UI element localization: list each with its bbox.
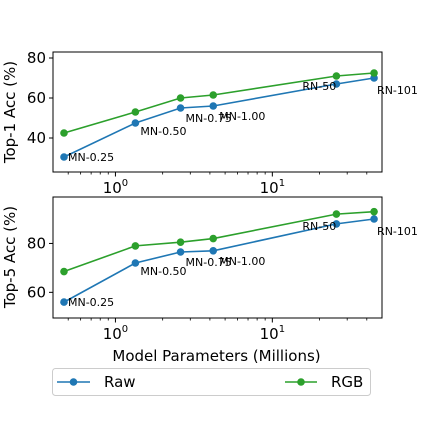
legend-label-raw: Raw <box>104 373 136 391</box>
legend-label-rgb: RGB <box>331 373 363 391</box>
point-label: RN-50 <box>302 80 336 93</box>
data-point-raw <box>131 119 140 127</box>
y-axis-label: Top-5 Acc (%) <box>1 206 19 309</box>
y-tick-label: 80 <box>27 234 46 252</box>
series-line-rgb <box>63 210 375 273</box>
legend-marker-raw <box>69 378 78 386</box>
point-label: MN-0.25 <box>68 151 114 164</box>
x-axis-label: Model Parameters (Millions) <box>112 347 320 365</box>
legend-box <box>52 368 371 396</box>
y-tick-label: 80 <box>27 49 46 67</box>
point-label: MN-1.00 <box>219 110 265 123</box>
x-tick-label: 100 <box>103 324 128 343</box>
x-tick-label: 101 <box>260 178 285 197</box>
data-point-rgb <box>176 238 185 247</box>
data-point-raw <box>60 153 68 161</box>
data-point-raw <box>332 220 341 228</box>
data-point-raw <box>176 248 185 256</box>
series-line-rgb <box>63 72 375 134</box>
y-tick-label: 40 <box>27 129 46 147</box>
data-point-rgb <box>370 69 378 77</box>
axes-frame <box>52 196 383 319</box>
data-point-raw <box>60 298 68 306</box>
point-label: RN-50 <box>302 220 336 233</box>
data-point-raw <box>332 80 341 88</box>
data-point-raw <box>370 215 378 223</box>
point-label: MN-1.00 <box>219 255 265 268</box>
point-label: MN-0.75 <box>186 112 232 125</box>
data-point-rgb <box>60 129 68 137</box>
data-point-rgb <box>332 210 341 218</box>
data-point-raw <box>209 246 218 255</box>
series-line-raw <box>63 77 375 158</box>
legend-marker-rgb <box>297 378 305 386</box>
panel-2: 60 80 100 101 Top-5 Acc (%) Model Parameters … <box>1 196 418 365</box>
x-tick-label: 100 <box>103 178 128 197</box>
data-point-raw <box>131 259 140 267</box>
data-point-rgb <box>370 207 378 216</box>
point-label: MN-0.75 <box>186 256 232 269</box>
data-point-raw <box>176 104 185 112</box>
data-point-rgb <box>176 94 185 102</box>
data-point-rgb <box>131 108 140 116</box>
data-point-rgb <box>131 242 140 250</box>
point-label: MN-0.50 <box>140 265 186 278</box>
point-label: RN-101 <box>377 84 418 97</box>
point-label: MN-0.25 <box>68 296 114 309</box>
y-axis-label: Top-1 Acc (%) <box>1 61 19 164</box>
x-tick-label: 101 <box>260 324 285 343</box>
y-tick-label: 60 <box>27 89 46 107</box>
data-point-rgb <box>209 91 218 99</box>
point-label: RN-101 <box>377 225 418 238</box>
legend: Raw RGB <box>52 368 371 396</box>
data-point-rgb <box>332 72 341 80</box>
axes-frame <box>52 51 383 173</box>
point-label: MN-0.50 <box>140 125 186 138</box>
series-line-raw <box>63 218 375 303</box>
data-point-rgb <box>209 234 218 243</box>
data-point-rgb <box>60 267 68 276</box>
data-point-raw <box>209 102 218 110</box>
y-tick-label: 60 <box>27 283 46 301</box>
